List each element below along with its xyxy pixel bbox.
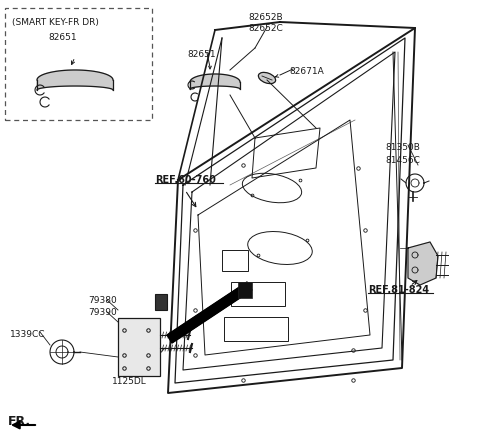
Text: 81456C: 81456C: [385, 156, 420, 165]
Bar: [155, 294, 167, 310]
Bar: [238, 282, 252, 298]
Text: 82651: 82651: [48, 33, 77, 42]
Text: 82671A: 82671A: [289, 67, 324, 76]
Polygon shape: [408, 242, 438, 285]
Ellipse shape: [258, 72, 276, 84]
Text: (SMART KEY-FR DR): (SMART KEY-FR DR): [12, 18, 99, 27]
Text: 1125DL: 1125DL: [112, 377, 147, 386]
Text: 79390: 79390: [88, 308, 117, 317]
Text: 1339CC: 1339CC: [10, 330, 46, 339]
Text: 79380: 79380: [88, 296, 117, 305]
Text: 81350B: 81350B: [385, 143, 420, 152]
Text: 82652C: 82652C: [248, 24, 283, 33]
Text: FR.: FR.: [8, 415, 31, 428]
Text: 82651: 82651: [187, 50, 216, 59]
Text: REF.60-760: REF.60-760: [155, 175, 216, 185]
Bar: [5, 8, 152, 120]
Polygon shape: [37, 70, 113, 90]
Text: 82652B: 82652B: [248, 13, 283, 22]
Bar: [118, 318, 160, 376]
Polygon shape: [167, 282, 252, 343]
Text: REF.81-824: REF.81-824: [368, 285, 429, 295]
Polygon shape: [190, 74, 240, 89]
